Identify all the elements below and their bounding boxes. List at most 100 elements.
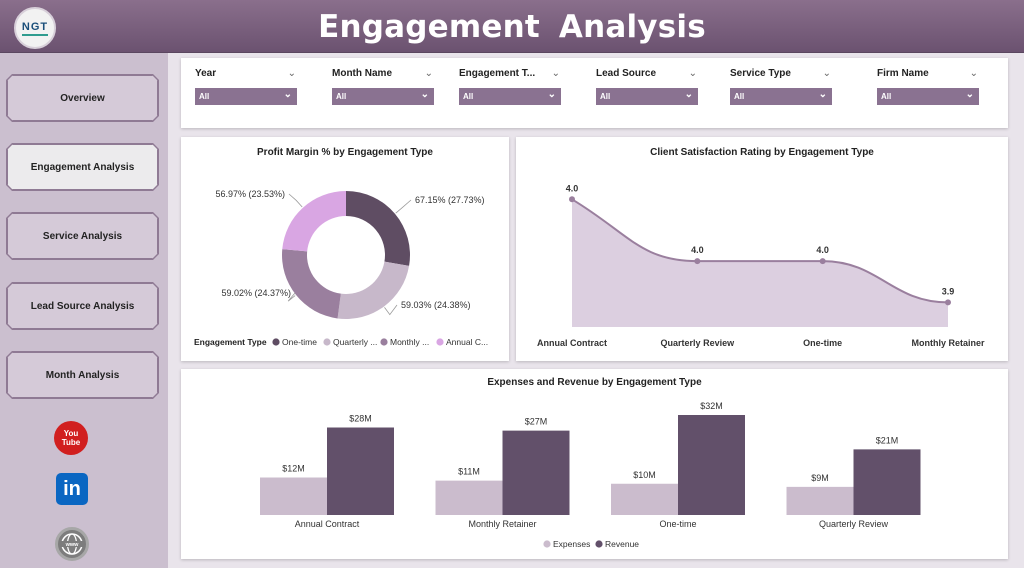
- area-line: [571, 198, 949, 304]
- filter-panel: Year ⌄ All ⌄ Month Name ⌄ All ⌄ Engagement…: [181, 58, 1008, 128]
- engagement-type-dropdown[interactable]: All ⌄: [459, 88, 561, 105]
- data-label: 3.9: [942, 286, 955, 296]
- year-dropdown[interactable]: All ⌄: [195, 88, 297, 105]
- bar: [786, 486, 854, 515]
- firm-name-dropdown[interactable]: All ⌄: [877, 88, 979, 105]
- legend-marker: [380, 338, 388, 346]
- filter-label: Year: [195, 68, 217, 79]
- chart-title: Profit Margin % by Engagement Type: [257, 147, 433, 158]
- chart-title: Expenses and Revenue by Engagement Type: [487, 377, 702, 388]
- nav-service-analysis-button[interactable]: Service Analysis: [7, 213, 158, 259]
- bar: [327, 427, 394, 515]
- youtube-text: You Tube: [61, 429, 81, 447]
- filter-firm-name: Firm Name ⌄ All ⌄: [877, 68, 982, 105]
- legend-label: Expenses: [553, 539, 590, 549]
- chevron-down-icon[interactable]: ⌄: [424, 68, 433, 79]
- month-name-dropdown[interactable]: All ⌄: [332, 88, 434, 105]
- linkedin-icon[interactable]: in: [56, 473, 88, 505]
- legend-marker: [323, 338, 331, 346]
- nav-overview-button[interactable]: Overview: [7, 75, 158, 121]
- x-tick-label: Annual Contract: [537, 338, 607, 348]
- logo-text: NGT: [21, 20, 49, 33]
- svg-text:www: www: [65, 542, 80, 548]
- bar: [853, 449, 921, 515]
- legend-marker: [543, 540, 551, 548]
- data-label: 67.15% (27.73%): [415, 195, 485, 205]
- bar: [611, 483, 678, 515]
- x-tick-label: Quarterly Review: [661, 338, 736, 348]
- leader-line: [384, 304, 398, 316]
- filter-year: Year ⌄ All ⌄: [195, 68, 300, 105]
- legend-label: Revenue: [605, 539, 639, 549]
- youtube-icon[interactable]: You Tube: [54, 421, 88, 455]
- x-tick-label: Monthly Retainer: [468, 519, 536, 529]
- lead-source-dropdown[interactable]: All ⌄: [596, 88, 698, 105]
- chevron-down-icon[interactable]: ⌄: [822, 68, 831, 79]
- chevron-down-icon[interactable]: ⌄: [688, 68, 697, 79]
- nav-lead-source-analysis-button[interactable]: Lead Source Analysis: [7, 283, 158, 329]
- x-tick-label: Quarterly Review: [819, 519, 889, 529]
- filter-month-name: Month Name ⌄ All ⌄: [332, 68, 437, 105]
- chevron-down-icon: ⌄: [965, 89, 974, 100]
- leader-line: [395, 199, 412, 214]
- chevron-down-icon: ⌄: [420, 89, 429, 100]
- data-label: $11M: [458, 467, 480, 477]
- data-point: [945, 299, 951, 306]
- data-label: $27M: [525, 417, 548, 427]
- bar: [260, 477, 327, 515]
- filter-label: Firm Name: [877, 68, 929, 79]
- filter-label: Service Type: [730, 68, 791, 79]
- chevron-down-icon: ⌄: [818, 89, 827, 100]
- dropdown-value: All: [463, 92, 474, 101]
- page-title: Engagement Analysis: [318, 9, 706, 45]
- chevron-down-icon[interactable]: ⌄: [551, 68, 560, 79]
- dropdown-value: All: [734, 92, 745, 101]
- bar: [678, 415, 745, 515]
- data-label: 4.0: [691, 245, 704, 255]
- donut-slice: [346, 191, 410, 266]
- expenses-revenue-card: Expenses and Revenue by Engagement Type …: [181, 369, 1008, 559]
- area-fill: [572, 199, 948, 327]
- data-label: 59.03% (24.38%): [401, 300, 471, 310]
- dropdown-value: All: [336, 92, 347, 101]
- chevron-down-icon: ⌄: [283, 89, 292, 100]
- filter-label: Engagement T...: [459, 68, 536, 79]
- legend-marker: [595, 540, 603, 548]
- chart-title: Client Satisfaction Rating by Engagement…: [650, 147, 874, 158]
- website-icon[interactable]: www: [55, 527, 89, 561]
- dropdown-value: All: [600, 92, 611, 101]
- profit-margin-donut-chart: 67.15% (27.73%) 59.03% (24.38%) 59.02% (24…: [194, 189, 488, 347]
- donut-slice: [282, 191, 346, 252]
- x-tick-label: One-time: [803, 338, 842, 348]
- x-tick-label: One-time: [659, 519, 696, 529]
- linkedin-text: in: [63, 477, 81, 500]
- x-tick-label: Monthly Retainer: [911, 338, 985, 348]
- dropdown-value: All: [881, 92, 892, 101]
- data-label: $12M: [282, 464, 305, 474]
- service-type-dropdown[interactable]: All ⌄: [730, 88, 832, 105]
- data-label: 59.02% (24.37%): [221, 288, 291, 298]
- leader-line: [288, 193, 303, 208]
- legend-label: Quarterly ...: [333, 337, 377, 347]
- filter-engagement-type: Engagement T... ⌄ All ⌄: [459, 68, 564, 105]
- legend-title: Engagement Type: [194, 337, 267, 347]
- filter-label: Lead Source: [596, 68, 657, 79]
- profit-margin-card: Profit Margin % by Engagement Type 67.15…: [181, 137, 509, 361]
- data-point: [694, 258, 701, 265]
- globe-icon: www: [61, 533, 83, 555]
- filter-lead-source: Lead Source ⌄ All ⌄: [596, 68, 701, 105]
- nav-engagement-analysis-button[interactable]: Engagement Analysis: [7, 144, 158, 190]
- nav-month-analysis-button[interactable]: Month Analysis: [7, 352, 158, 398]
- data-label: $10M: [633, 470, 656, 480]
- data-label: 4.0: [566, 183, 579, 193]
- filter-service-type: Service Type ⌄ All ⌄: [730, 68, 835, 105]
- chevron-down-icon[interactable]: ⌄: [287, 68, 296, 79]
- legend-marker: [436, 338, 444, 346]
- chevron-down-icon[interactable]: ⌄: [969, 68, 978, 79]
- company-logo[interactable]: NGT: [14, 7, 56, 49]
- expenses-revenue-bar-chart: $12M $28M Annual Contract $11M $27M Monthly R…: [260, 401, 921, 549]
- data-label: $32M: [700, 401, 723, 411]
- data-point: [819, 258, 826, 265]
- data-point: [569, 196, 575, 203]
- data-label: $9M: [811, 473, 829, 483]
